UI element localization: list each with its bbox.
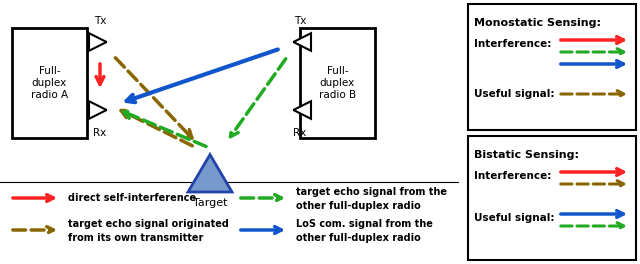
Polygon shape	[188, 155, 232, 192]
Polygon shape	[293, 33, 311, 51]
Text: Target: Target	[193, 198, 227, 208]
Bar	[12, 28, 87, 138]
Text: Interference:: Interference:	[474, 171, 552, 181]
Polygon shape	[89, 33, 107, 51]
Text: LoS com. signal from the: LoS com. signal from the	[296, 219, 433, 229]
Text: from its own transmitter: from its own transmitter	[68, 233, 204, 243]
Text: Rx: Rx	[93, 128, 107, 138]
Text: other full-duplex radio: other full-duplex radio	[296, 201, 420, 211]
Text: Bistatic Sensing:: Bistatic Sensing:	[474, 150, 579, 160]
Text: Tx: Tx	[294, 16, 306, 26]
Text: direct self-interference: direct self-interference	[68, 193, 196, 203]
Bar	[468, 4, 636, 130]
Text: other full-duplex radio: other full-duplex radio	[296, 233, 420, 243]
Text: Tx: Tx	[94, 16, 106, 26]
Polygon shape	[293, 101, 311, 119]
Text: Interference:: Interference:	[474, 39, 552, 49]
Text: Useful signal:: Useful signal:	[474, 89, 554, 99]
Bar	[468, 136, 636, 260]
Text: Rx: Rx	[293, 128, 307, 138]
Text: Useful signal:: Useful signal:	[474, 213, 554, 223]
Text: Full-
duplex
radio A: Full- duplex radio A	[31, 67, 68, 100]
Text: target echo signal from the: target echo signal from the	[296, 187, 447, 197]
Text: Full-
duplex
radio B: Full- duplex radio B	[319, 67, 356, 100]
Polygon shape	[89, 101, 107, 119]
Text: target echo signal originated: target echo signal originated	[68, 219, 229, 229]
Text: Monostatic Sensing:: Monostatic Sensing:	[474, 18, 601, 28]
Bar	[300, 28, 375, 138]
